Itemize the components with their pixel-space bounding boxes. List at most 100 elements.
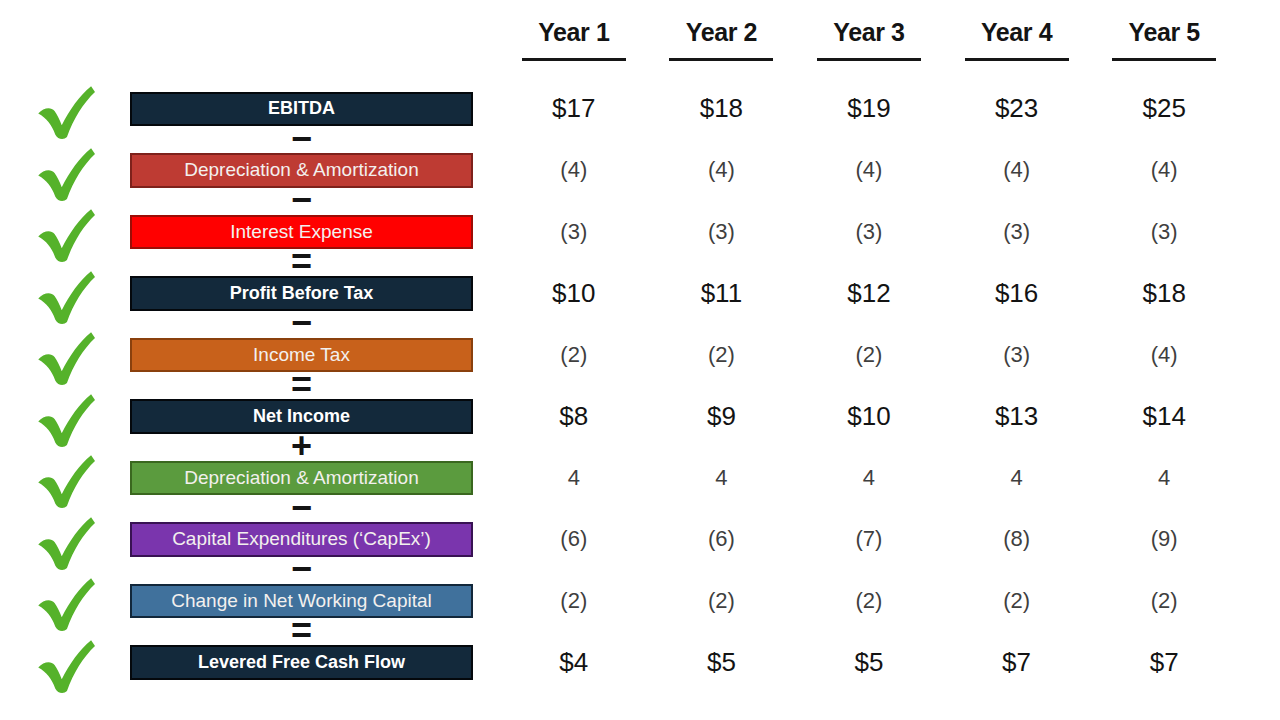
value-cell: $10 (795, 401, 943, 432)
value-cell: (3) (1090, 219, 1238, 245)
line-item-row-depreciation-amortization-addback: + Depreciation & Amortization 4 4 4 4 4 (0, 447, 1280, 509)
value-cell: 4 (500, 465, 648, 491)
box-label: Change in Net Working Capital (171, 590, 432, 612)
check-cell (0, 76, 130, 141)
value-cell: (3) (943, 342, 1091, 368)
check-cell (0, 507, 130, 572)
year-label: Year 5 (1129, 18, 1200, 47)
value-cell: (2) (500, 342, 648, 368)
value-cell: $18 (648, 93, 796, 124)
value-cell: 4 (1090, 465, 1238, 491)
value-cell: (4) (1090, 342, 1238, 368)
value-cell: $13 (943, 401, 1091, 432)
check-icon (31, 204, 99, 264)
value-cell: $25 (1090, 93, 1238, 124)
check-cell (0, 445, 130, 510)
box-label: Depreciation & Amortization (184, 467, 418, 489)
value-cell: $23 (943, 93, 1091, 124)
year-underline (1112, 58, 1216, 61)
line-item-row-depreciation-amortization: − Depreciation & Amortization (4) (4) (4… (0, 140, 1280, 202)
value-cell: 4 (795, 465, 943, 491)
box-label: Levered Free Cash Flow (198, 652, 405, 673)
value-cell: (2) (648, 588, 796, 614)
operator-equals-icon: = (291, 367, 312, 403)
value-cell: (4) (795, 157, 943, 183)
year-label: Year 3 (833, 18, 904, 47)
value-cell: 4 (648, 465, 796, 491)
value-cell: (3) (500, 219, 648, 245)
check-icon (31, 143, 99, 203)
line-item-row-change-in-net-working-capital: − Change in Net Working Capital (2) (2) … (0, 570, 1280, 632)
operator-equals-icon: = (291, 244, 312, 280)
box-label: Capital Expenditures (‘CapEx’) (172, 528, 431, 550)
check-icon (31, 266, 99, 326)
box-label: Net Income (253, 406, 350, 427)
value-cell: (9) (1090, 526, 1238, 552)
operator-equals-icon: = (291, 613, 312, 649)
value-cell: (4) (648, 157, 796, 183)
operator-minus-icon: − (291, 305, 312, 341)
value-cell: $5 (795, 647, 943, 678)
check-cell (0, 322, 130, 387)
value-cell: $7 (943, 647, 1091, 678)
line-item-row-profit-before-tax: = Profit Before Tax $10 $11 $12 $16 $18 (0, 263, 1280, 325)
value-cell: (6) (500, 526, 648, 552)
value-cell: (4) (943, 157, 1091, 183)
value-cell: (7) (795, 526, 943, 552)
value-cell: (3) (795, 219, 943, 245)
value-cell: $5 (648, 647, 796, 678)
box-label: Interest Expense (230, 221, 373, 243)
line-item-row-levered-free-cash-flow: = Levered Free Cash Flow $4 $5 $5 $7 $7 (0, 632, 1280, 694)
year-header-2: Year 2 (648, 0, 796, 78)
value-cell: $8 (500, 401, 648, 432)
line-item-row-net-income: = Net Income $8 $9 $10 $13 $14 (0, 386, 1280, 448)
value-cell: $7 (1090, 647, 1238, 678)
operator-plus-icon: + (291, 428, 312, 464)
year-label: Year 1 (538, 18, 609, 47)
value-cell: $14 (1090, 401, 1238, 432)
check-cell (0, 138, 130, 203)
line-item-row-income-tax: − Income Tax (2) (2) (2) (3) (4) (0, 324, 1280, 386)
year-underline (965, 58, 1069, 61)
check-icon (31, 512, 99, 572)
value-cell: $17 (500, 93, 648, 124)
year-header-3: Year 3 (795, 0, 943, 78)
value-cell: (3) (648, 219, 796, 245)
header-spacer (0, 0, 500, 78)
year-underline (817, 58, 921, 61)
check-cell (0, 568, 130, 633)
box-label: EBITDA (268, 98, 335, 119)
year-header-1: Year 1 (500, 0, 648, 78)
value-cell: $16 (943, 278, 1091, 309)
line-item-row-ebitda: EBITDA $17 $18 $19 $23 $25 (0, 78, 1280, 140)
value-cell: $4 (500, 647, 648, 678)
year-underline (522, 58, 626, 61)
value-cell: $10 (500, 278, 648, 309)
levered-fcf-walkthrough-slide: Year 1 Year 2 Year 3 Year 4 Year 5 (0, 0, 1280, 720)
check-cell (0, 630, 130, 695)
box-label: Profit Before Tax (230, 283, 374, 304)
value-cell: $19 (795, 93, 943, 124)
value-cell: (2) (1090, 588, 1238, 614)
line-item-row-interest-expense: − Interest Expense (3) (3) (3) (3) (3) (0, 201, 1280, 263)
value-cell: (2) (943, 588, 1091, 614)
value-cell: $18 (1090, 278, 1238, 309)
year-header-4: Year 4 (943, 0, 1091, 78)
year-underline (669, 58, 773, 61)
operator-minus-icon: − (291, 182, 312, 218)
operator-minus-icon: − (291, 121, 312, 157)
value-cell: $9 (648, 401, 796, 432)
check-cell (0, 261, 130, 326)
box-label: Income Tax (253, 344, 350, 366)
year-label: Year 4 (981, 18, 1052, 47)
check-icon (31, 389, 99, 449)
check-icon (31, 450, 99, 510)
check-cell (0, 199, 130, 264)
box-label: Depreciation & Amortization (184, 159, 418, 181)
year-header-row: Year 1 Year 2 Year 3 Year 4 Year 5 (0, 0, 1280, 78)
year-header-5: Year 5 (1090, 0, 1238, 78)
check-icon (31, 573, 99, 633)
value-cell: (4) (1090, 157, 1238, 183)
value-cell: (2) (795, 588, 943, 614)
check-icon (31, 635, 99, 695)
